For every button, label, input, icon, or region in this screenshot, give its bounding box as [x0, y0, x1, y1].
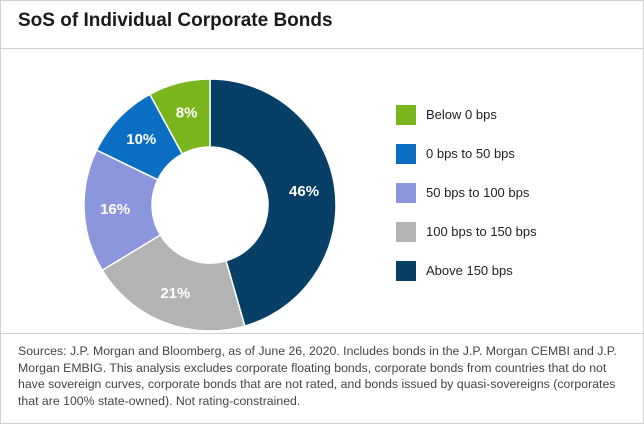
legend-label-2: 50 bps to 100 bps: [426, 185, 530, 200]
slice-label-3: 21%: [160, 285, 190, 302]
slice-3: [101, 234, 246, 332]
slice-label-0: 8%: [176, 104, 198, 121]
legend-label-4: Above 150 bps: [426, 263, 513, 278]
legend-swatch-4: [396, 261, 416, 281]
slice-label-1: 10%: [126, 131, 156, 148]
legend-label-3: 100 bps to 150 bps: [426, 224, 537, 239]
slice-4: [209, 78, 337, 328]
legend-swatch-1: [396, 144, 416, 164]
legend-swatch-2: [396, 183, 416, 203]
source-footnote: Sources: J.P. Morgan and Bloomberg, as o…: [18, 344, 617, 408]
slice-label-4: 46%: [289, 183, 319, 200]
legend-label-0: Below 0 bps: [426, 107, 497, 122]
legend-label-1: 0 bps to 50 bps: [426, 146, 515, 161]
slice-label-2: 16%: [100, 201, 130, 218]
donut-chart: 46% 21% 16% 10% 8%: [83, 78, 337, 332]
footnote-divider: [0, 333, 644, 334]
legend-swatch-3: [396, 222, 416, 242]
legend-swatch-0: [396, 105, 416, 125]
title-divider: [0, 48, 644, 49]
slice-0: [148, 78, 211, 156]
chart-title: SoS of Individual Corporate Bonds: [18, 10, 333, 31]
